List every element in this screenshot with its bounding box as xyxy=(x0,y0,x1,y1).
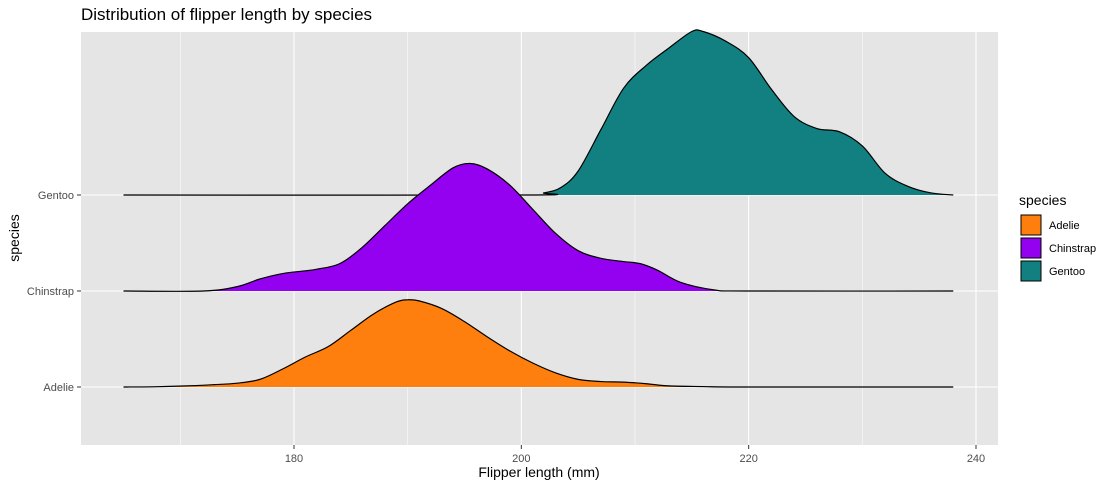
legend-key-adelie xyxy=(1020,214,1042,236)
adelie-density-outline xyxy=(123,299,954,388)
y-axis: Adelie Chinstrap Gentoo xyxy=(27,190,81,394)
legend-label-chinstrap: Chinstrap xyxy=(1049,243,1096,255)
y-tick-label-gentoo: Gentoo xyxy=(38,190,74,202)
adelie-density-fill xyxy=(123,299,954,388)
x-tick-label: 220 xyxy=(739,453,757,465)
x-axis-title: Flipper length (mm) xyxy=(478,464,599,480)
legend-key-gentoo xyxy=(1020,260,1042,282)
legend-key-chinstrap xyxy=(1020,237,1042,259)
x-tick-label: 240 xyxy=(967,453,985,465)
x-tick-label: 200 xyxy=(512,453,530,465)
gentoo-density-outline xyxy=(123,29,954,196)
chart-title: Distribution of flipper length by specie… xyxy=(81,5,372,24)
x-axis: 180 200 220 240 xyxy=(285,445,985,465)
legend-label-gentoo: Gentoo xyxy=(1049,266,1085,278)
gentoo-density-fill xyxy=(123,29,954,196)
density-ridges xyxy=(123,29,954,388)
chinstrap-density-fill xyxy=(123,163,954,292)
y-axis-title: species xyxy=(6,214,22,261)
legend-title: species xyxy=(1019,192,1066,208)
legend-label-adelie: Adelie xyxy=(1049,220,1080,232)
chinstrap-density-outline xyxy=(123,162,954,292)
y-tick-label-chinstrap: Chinstrap xyxy=(27,286,74,298)
y-tick-label-adelie: Adelie xyxy=(43,382,74,394)
legend: species Adelie Chinstrap Gentoo xyxy=(1019,192,1096,282)
x-tick-label: 180 xyxy=(285,453,303,465)
